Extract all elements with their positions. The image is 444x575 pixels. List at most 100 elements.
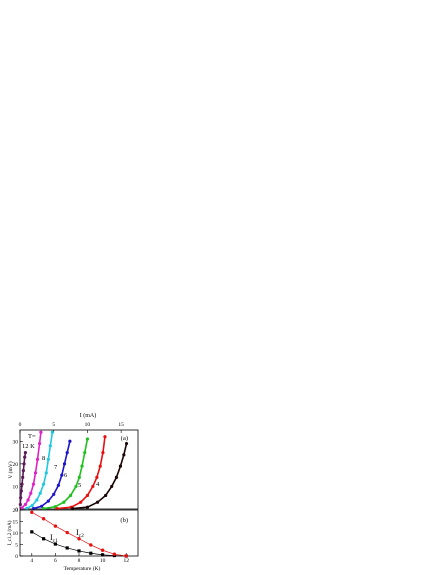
a-data-point xyxy=(35,498,39,502)
panel-a-label: (a) xyxy=(121,435,128,442)
a-data-point xyxy=(98,464,102,468)
b-data-point xyxy=(77,537,81,541)
b-ytick-label: 10 xyxy=(13,531,19,537)
a-data-point xyxy=(37,441,42,446)
b-xtick-label: 12 xyxy=(123,558,129,564)
a-data-point xyxy=(26,498,30,502)
b-data-point xyxy=(30,530,34,534)
b-xtick-label: 8 xyxy=(78,558,81,564)
curve-label-T: T= xyxy=(28,433,36,440)
b-data-point xyxy=(30,510,34,514)
a-series-0 xyxy=(18,450,27,507)
b-data-point xyxy=(65,530,69,535)
a-data-point xyxy=(23,502,27,507)
b-xtick-label: 4 xyxy=(30,558,33,564)
a-series-3 xyxy=(31,439,72,511)
a-data-point xyxy=(122,453,126,457)
a-data-point xyxy=(46,499,50,503)
ic2-label: Ic2 xyxy=(76,528,84,539)
a-data-point xyxy=(104,493,108,498)
a-data-point xyxy=(42,482,46,486)
b-ytick-label: 0 xyxy=(15,554,18,560)
b-data-point xyxy=(53,542,57,546)
b-data-point xyxy=(101,553,105,557)
a-data-point xyxy=(85,437,90,441)
a-data-point xyxy=(52,492,56,496)
b-data-point xyxy=(89,543,93,547)
b-xtick-label: 10 xyxy=(100,558,106,564)
a-data-point xyxy=(83,450,87,455)
a-data-point xyxy=(48,444,52,448)
panel-a-frame xyxy=(19,429,139,510)
a-data-point xyxy=(35,457,40,461)
a-data-point xyxy=(118,464,123,468)
a-data-point xyxy=(114,475,119,479)
curve-label-7: 7 xyxy=(54,464,58,471)
a-series-2 xyxy=(25,430,54,510)
a-series-line xyxy=(72,443,128,510)
a-xtick-label: 10 xyxy=(85,422,91,428)
a-data-point xyxy=(38,491,42,495)
a-data-point xyxy=(85,505,90,509)
b-ytick-label: 15 xyxy=(13,520,19,526)
a-data-point xyxy=(33,471,38,475)
panel-a-xlabel: I (mA) xyxy=(80,412,97,419)
a-series-4 xyxy=(42,437,90,511)
a-data-point xyxy=(95,475,99,479)
a-data-point xyxy=(18,502,22,507)
a-data-point xyxy=(31,506,36,511)
a-data-point xyxy=(21,475,25,479)
b-data-point xyxy=(89,551,93,555)
b-data-point xyxy=(124,554,128,558)
a-data-point xyxy=(50,430,54,434)
a-data-point xyxy=(21,469,25,473)
curve-label-6: 6 xyxy=(64,472,68,479)
a-data-point xyxy=(30,504,34,508)
a-data-point xyxy=(19,489,23,493)
a-ytick-label: 20 xyxy=(13,462,19,468)
panel-b-ylabel: I_c1,2 (mA) xyxy=(8,520,13,545)
a-data-point xyxy=(23,455,27,459)
curve-label-5: 5 xyxy=(78,482,81,489)
a-data-point xyxy=(62,462,67,466)
a-series-5 xyxy=(55,435,107,511)
b-data-point xyxy=(42,537,46,541)
a-data-point xyxy=(91,484,95,489)
b-data-point xyxy=(77,549,81,553)
a-series-6 xyxy=(70,441,129,511)
panel-a-ylabel: V (mV) xyxy=(7,461,14,478)
a-ytick-label: 10 xyxy=(13,484,19,490)
a-data-point xyxy=(29,491,33,495)
a-data-point xyxy=(68,493,73,498)
a-data-point xyxy=(95,500,100,504)
a-data-point xyxy=(103,435,107,439)
b-data-point xyxy=(41,517,46,521)
b-ytick-label: 5 xyxy=(15,543,18,549)
a-data-point xyxy=(31,482,36,486)
a-data-point xyxy=(101,450,105,455)
a-data-point xyxy=(42,506,46,511)
a-data-point xyxy=(20,482,24,486)
a-data-point xyxy=(85,493,90,498)
a-data-point xyxy=(20,506,24,510)
a-xtick-label: 0 xyxy=(19,422,22,428)
b-series-1 xyxy=(30,510,128,558)
a-data-point xyxy=(77,475,81,479)
panel-b-y-ticks: 0 5 10 15 20 xyxy=(13,508,23,560)
a-data-point xyxy=(79,500,83,504)
a-data-point xyxy=(23,450,27,455)
a-data-point xyxy=(68,439,72,443)
a-ytick-label: 30 xyxy=(13,439,19,445)
panel-a-series xyxy=(18,430,129,511)
a-data-point xyxy=(60,473,64,477)
ic1-subscript: c1 xyxy=(53,538,58,544)
a-data-point xyxy=(19,496,23,500)
a-data-point xyxy=(80,464,84,468)
a-ytick-label: 0 xyxy=(15,507,18,513)
b-data-point xyxy=(100,548,105,552)
ic1-label: Ic1 xyxy=(50,533,58,544)
a-data-point xyxy=(62,500,66,504)
a-data-point xyxy=(44,471,48,475)
b-ytick-label: 20 xyxy=(13,508,19,514)
b-data-point xyxy=(65,546,69,550)
